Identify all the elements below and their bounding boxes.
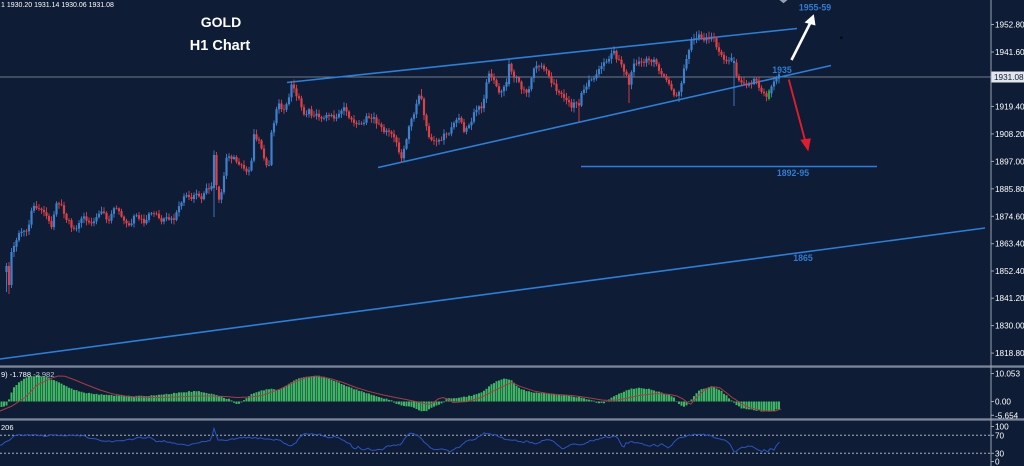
svg-text:1885.80: 1885.80 <box>995 185 1024 194</box>
svg-text:0.00: 0.00 <box>995 398 1011 407</box>
svg-text:1 1930.20 1931.14 1930.06 193: 1 1930.20 1931.14 1930.06 1931.08 <box>1 2 114 9</box>
svg-text:1818.80: 1818.80 <box>995 349 1024 358</box>
svg-text:GOLD: GOLD <box>201 14 241 30</box>
svg-text:1892-95: 1892-95 <box>777 168 809 178</box>
svg-text:1952.80: 1952.80 <box>995 21 1024 30</box>
svg-text:9) -1.788 -2.982: 9) -1.788 -2.982 <box>1 370 54 379</box>
svg-text:1935: 1935 <box>772 65 792 75</box>
svg-text:1931.08: 1931.08 <box>994 73 1024 82</box>
svg-text:1830.00: 1830.00 <box>995 322 1024 331</box>
svg-text:1908.20: 1908.20 <box>995 130 1024 139</box>
svg-text:0: 0 <box>995 458 1000 466</box>
svg-text:1865: 1865 <box>793 253 813 263</box>
svg-text:100: 100 <box>995 423 1009 432</box>
svg-text:1897.00: 1897.00 <box>995 157 1024 166</box>
svg-text:H1 Chart: H1 Chart <box>190 38 251 54</box>
svg-text:10.053: 10.053 <box>995 370 1020 379</box>
svg-text:1841.20: 1841.20 <box>995 294 1024 303</box>
svg-text:1852.40: 1852.40 <box>995 267 1024 276</box>
svg-text:1955-59: 1955-59 <box>799 3 831 13</box>
svg-text:1919.40: 1919.40 <box>995 102 1024 111</box>
svg-text:206: 206 <box>1 423 14 432</box>
svg-text:1863.40: 1863.40 <box>995 240 1024 249</box>
svg-text:70: 70 <box>995 431 1005 440</box>
svg-text:-5.654: -5.654 <box>995 411 1019 420</box>
svg-text:1941.60: 1941.60 <box>995 48 1024 57</box>
svg-text:1874.60: 1874.60 <box>995 212 1024 221</box>
svg-text:30: 30 <box>995 449 1005 458</box>
